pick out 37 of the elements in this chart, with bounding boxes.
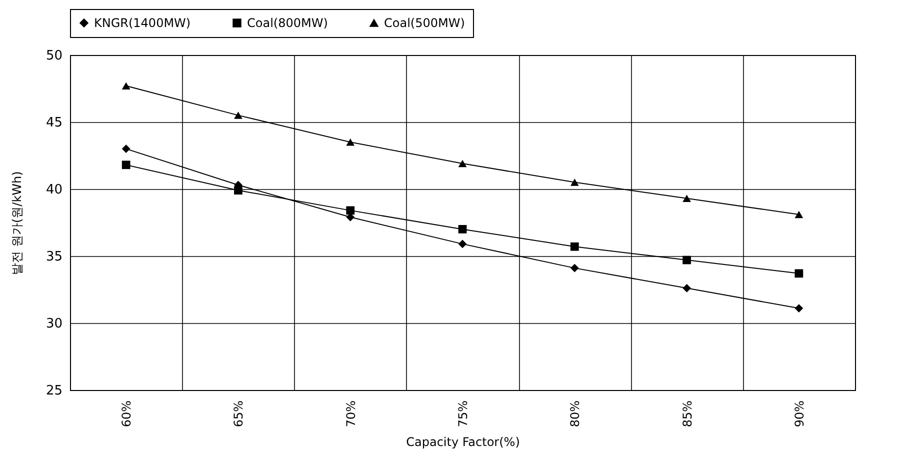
y-tick-label: 50 [46,48,62,64]
x-tick-label: 65% [232,400,246,428]
point [682,194,691,202]
y-axis-title: 발전 원가(원/kWh) [10,171,24,275]
point [794,304,804,312]
point [346,206,355,215]
point [682,256,691,264]
point [346,138,355,146]
point [458,240,467,248]
point [570,178,579,186]
y-tick-label: 35 [46,250,62,264]
point [122,144,130,153]
x-axis-title: Capacity Factor(%) [406,435,520,450]
point [234,186,242,195]
point [458,225,467,234]
point [794,210,804,218]
x-tick-label: 85% [680,400,694,428]
point [570,264,579,272]
y-tick-label: 30 [46,316,62,332]
y-tick-label: 45 [46,116,62,130]
x-tick-label: 60% [120,400,134,428]
legend-label: Coal(500MW) [384,16,465,30]
point [122,82,130,90]
x-tick-label: 70% [344,400,358,428]
point [794,269,804,278]
legend-label: KNGR(1400MW) [94,16,191,30]
point [682,284,691,292]
x-tick-label: 80% [568,400,582,428]
y-tick-label: 40 [46,182,62,198]
legend-label: Coal(800MW) [247,16,328,30]
x-tick-label: 75% [456,400,470,428]
point [570,242,579,251]
point [122,160,130,170]
point [234,112,242,119]
point [458,160,467,168]
x-tick-label: 90% [792,400,806,428]
y-tick-label: 25 [46,384,62,398]
